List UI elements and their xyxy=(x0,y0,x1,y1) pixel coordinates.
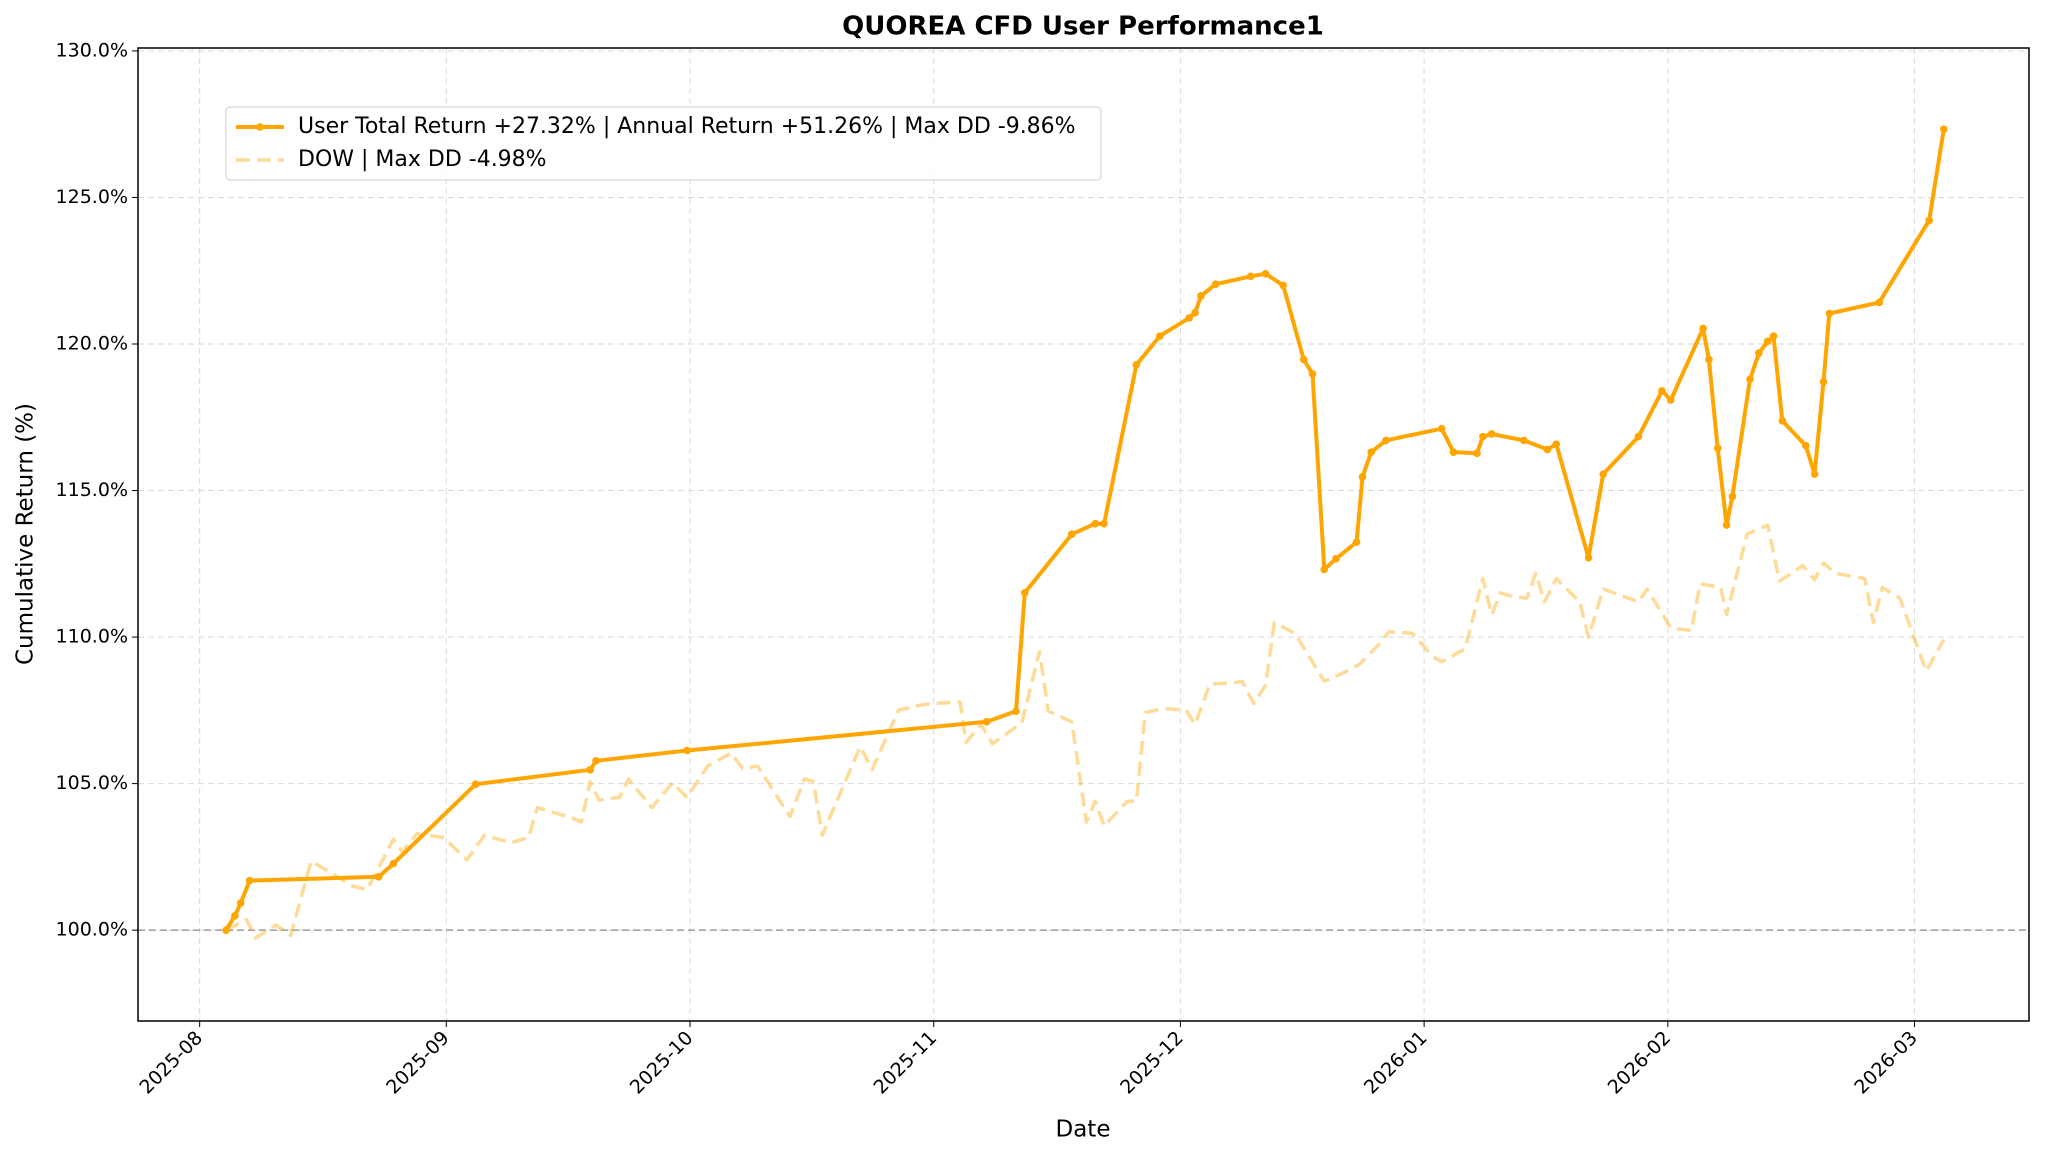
data-point xyxy=(1634,432,1643,441)
x-tick-label: 2026-02 xyxy=(1604,1027,1676,1099)
data-point xyxy=(1722,521,1731,529)
data-point xyxy=(1211,280,1220,289)
y-axis-label: Cumulative Return (%) xyxy=(13,403,39,665)
data-point xyxy=(1091,519,1100,528)
data-point xyxy=(1520,436,1528,445)
data-point xyxy=(1156,332,1164,340)
data-point xyxy=(222,926,230,934)
data-point xyxy=(1437,424,1446,433)
data-point xyxy=(1658,387,1666,395)
data-point xyxy=(1925,216,1933,225)
data-point xyxy=(1308,370,1317,378)
data-point xyxy=(1352,538,1361,546)
data-point xyxy=(1279,281,1287,290)
data-point xyxy=(1487,430,1496,438)
y-tick-label: 125.0% xyxy=(56,186,128,208)
data-point xyxy=(1449,448,1458,456)
data-point xyxy=(1940,125,1948,133)
data-point xyxy=(1197,292,1205,300)
data-point xyxy=(1382,436,1390,445)
data-point xyxy=(1479,432,1487,441)
y-tick-label: 130.0% xyxy=(56,39,128,61)
x-tick-label: 2025-12 xyxy=(1116,1027,1188,1099)
data-point xyxy=(374,873,383,881)
data-point xyxy=(1728,492,1737,501)
data-point xyxy=(1473,449,1481,458)
chart-title: QUOREA CFD User Performance1 xyxy=(842,12,1324,42)
data-point xyxy=(1713,444,1722,453)
data-point xyxy=(586,766,594,774)
x-tick-label: 2025-09 xyxy=(382,1027,454,1099)
data-point xyxy=(1132,361,1141,369)
data-point xyxy=(236,899,245,907)
data-point xyxy=(1810,470,1819,478)
data-point xyxy=(1247,272,1255,281)
legend-box xyxy=(225,106,1102,181)
data-point xyxy=(1299,355,1308,364)
legend-label: User Total Return +27.32% | Annual Retur… xyxy=(298,114,1076,139)
data-point xyxy=(592,756,600,765)
y-tick-label: 120.0% xyxy=(56,333,128,355)
data-point xyxy=(1875,298,1884,307)
data-point xyxy=(1012,707,1020,716)
data-point xyxy=(683,746,691,755)
data-point xyxy=(1819,378,1828,386)
y-tick-label: 100.0% xyxy=(56,919,128,941)
data-point xyxy=(1666,396,1675,404)
data-point xyxy=(1584,553,1593,562)
x-tick-label: 2025-08 xyxy=(135,1027,207,1099)
x-axis-label: Date xyxy=(1056,1117,1111,1143)
data-point xyxy=(389,859,398,868)
data-point xyxy=(1705,355,1713,364)
data-point xyxy=(1802,441,1810,450)
data-point xyxy=(1261,269,1270,278)
x-tick-label: 2025-10 xyxy=(626,1027,698,1099)
data-point xyxy=(982,717,991,726)
data-point xyxy=(1543,445,1552,454)
data-point xyxy=(245,876,254,885)
data-point xyxy=(1367,448,1376,456)
data-point xyxy=(1185,314,1194,322)
x-tick-label: 2025-11 xyxy=(869,1027,941,1099)
data-point xyxy=(1191,308,1199,317)
data-point xyxy=(1320,565,1329,574)
y-tick-label: 105.0% xyxy=(56,772,128,794)
data-point xyxy=(1699,324,1707,333)
data-point xyxy=(1332,555,1340,563)
data-point xyxy=(1778,416,1787,425)
data-point xyxy=(1825,309,1834,318)
data-point xyxy=(1100,519,1108,528)
data-point xyxy=(1020,589,1029,597)
data-point xyxy=(1358,472,1367,481)
series-line xyxy=(224,128,1946,932)
data-point xyxy=(1769,332,1778,340)
data-point xyxy=(1067,530,1076,539)
data-point xyxy=(471,780,480,788)
data-point xyxy=(231,911,239,920)
data-point xyxy=(1763,337,1772,346)
y-tick-label: 115.0% xyxy=(56,479,128,501)
data-point xyxy=(1755,349,1763,357)
x-tick-label: 2026-01 xyxy=(1360,1027,1432,1099)
data-point xyxy=(1746,375,1754,383)
x-tick-label: 2026-03 xyxy=(1850,1027,1922,1099)
data-point xyxy=(1552,440,1561,449)
y-tick-label: 110.0% xyxy=(56,626,128,648)
plot-frame xyxy=(137,47,2030,1022)
legend-marker xyxy=(256,123,264,131)
series-line xyxy=(225,523,1946,940)
data-point xyxy=(1599,470,1608,478)
legend-label: DOW | Max DD -4.98% xyxy=(298,147,547,172)
